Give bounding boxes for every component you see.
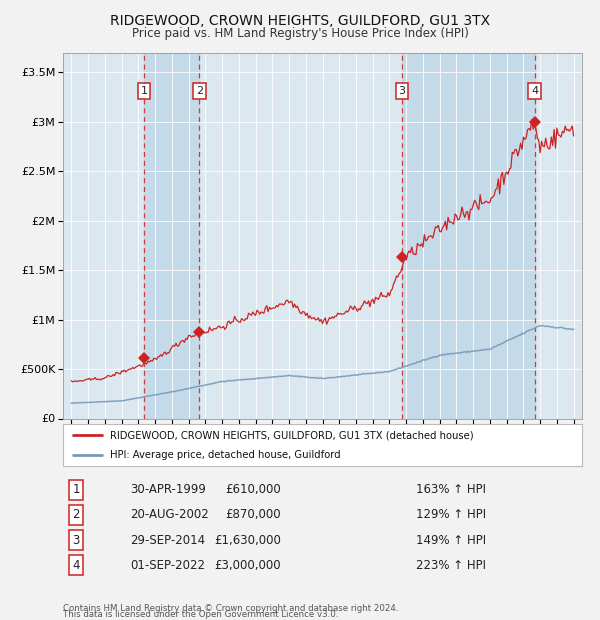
Text: RIDGEWOOD, CROWN HEIGHTS, GUILDFORD, GU1 3TX (detached house): RIDGEWOOD, CROWN HEIGHTS, GUILDFORD, GU1… xyxy=(110,430,473,440)
Text: £610,000: £610,000 xyxy=(225,483,281,496)
Bar xyxy=(144,53,199,419)
Text: Price paid vs. HM Land Registry's House Price Index (HPI): Price paid vs. HM Land Registry's House … xyxy=(131,27,469,40)
Text: £1,630,000: £1,630,000 xyxy=(214,534,281,546)
Text: 149% ↑ HPI: 149% ↑ HPI xyxy=(416,534,486,546)
Text: £3,000,000: £3,000,000 xyxy=(214,559,281,572)
Text: 163% ↑ HPI: 163% ↑ HPI xyxy=(416,483,486,496)
Text: 2: 2 xyxy=(72,508,80,521)
Text: 4: 4 xyxy=(72,559,80,572)
Text: £870,000: £870,000 xyxy=(226,508,281,521)
Bar xyxy=(402,53,535,419)
Text: 3: 3 xyxy=(398,86,406,96)
Text: 223% ↑ HPI: 223% ↑ HPI xyxy=(416,559,486,572)
Text: 1: 1 xyxy=(140,86,148,96)
Text: 01-SEP-2022: 01-SEP-2022 xyxy=(130,559,205,572)
Text: 2: 2 xyxy=(196,86,203,96)
Text: RIDGEWOOD, CROWN HEIGHTS, GUILDFORD, GU1 3TX: RIDGEWOOD, CROWN HEIGHTS, GUILDFORD, GU1… xyxy=(110,14,490,28)
Text: 129% ↑ HPI: 129% ↑ HPI xyxy=(416,508,486,521)
Text: 4: 4 xyxy=(531,86,538,96)
Text: HPI: Average price, detached house, Guildford: HPI: Average price, detached house, Guil… xyxy=(110,450,340,460)
Text: 3: 3 xyxy=(72,534,80,546)
Text: 1: 1 xyxy=(72,483,80,496)
Text: 20-AUG-2002: 20-AUG-2002 xyxy=(130,508,209,521)
Text: 29-SEP-2014: 29-SEP-2014 xyxy=(130,534,206,546)
Text: 30-APR-1999: 30-APR-1999 xyxy=(130,483,206,496)
Text: This data is licensed under the Open Government Licence v3.0.: This data is licensed under the Open Gov… xyxy=(63,609,338,619)
Text: Contains HM Land Registry data © Crown copyright and database right 2024.: Contains HM Land Registry data © Crown c… xyxy=(63,603,398,613)
